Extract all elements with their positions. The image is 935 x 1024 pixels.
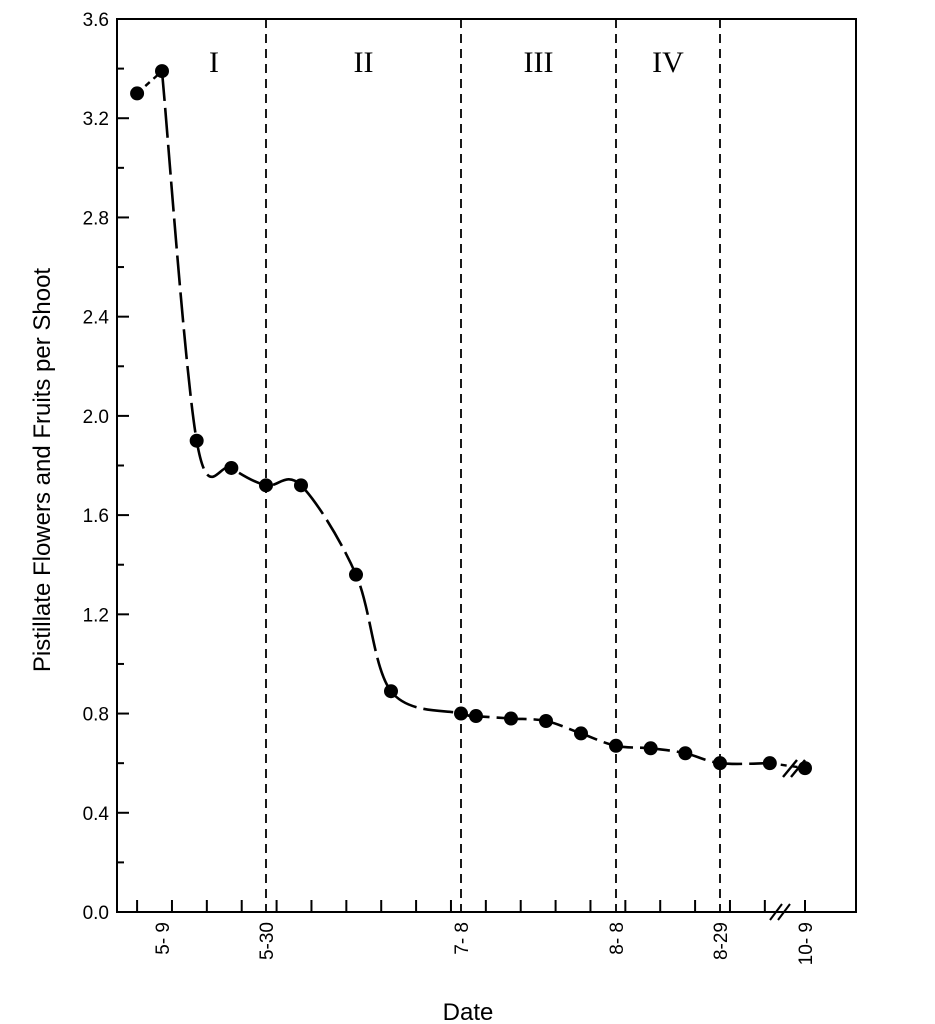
period-label: III <box>524 46 554 79</box>
data-point <box>224 460 239 475</box>
y-tick-label: 2.0 <box>83 407 109 428</box>
x-tick-label: 5- 9 <box>153 922 174 955</box>
x-tick-label: 8- 8 <box>607 922 628 955</box>
x-tick-label: 7- 8 <box>452 922 473 955</box>
data-point <box>539 713 553 728</box>
period-label: II <box>354 46 374 79</box>
data-point <box>155 64 169 79</box>
series-break-mark <box>782 759 798 778</box>
data-point <box>678 746 693 761</box>
x-tick-label: 10- 9 <box>796 922 817 965</box>
period-labels: I II III IV <box>209 46 684 79</box>
series-line <box>160 70 770 766</box>
data-point <box>574 726 588 741</box>
x-tick-label: 5-30 <box>257 922 278 960</box>
period-label: I <box>209 46 219 79</box>
y-axis: 0.0 0.4 0.8 1.2 1.6 2.0 2.4 2.8 3.2 3.6 <box>83 10 129 924</box>
period-label: IV <box>652 46 684 79</box>
x-axis-title: Date <box>443 999 494 1024</box>
y-tick-label: 3.2 <box>83 109 109 130</box>
data-point <box>384 684 398 699</box>
x-axis-break-mark <box>769 903 783 921</box>
data-point <box>762 756 777 771</box>
y-tick-label: 2.4 <box>83 308 110 329</box>
series <box>130 64 812 778</box>
y-tick-label: 0.4 <box>83 804 110 825</box>
y-tick-label: 1.6 <box>83 506 109 527</box>
data-point <box>609 738 623 753</box>
data-point <box>454 706 468 721</box>
y-axis-title: Pistillate Flowers and Fruits per Shoot <box>29 268 56 673</box>
x-tick-label: 8-29 <box>711 922 732 960</box>
data-point <box>349 567 363 582</box>
data-point <box>713 756 727 771</box>
y-tick-label: 2.8 <box>83 208 109 229</box>
data-point <box>504 711 518 726</box>
period-boundaries <box>265 19 721 912</box>
data-point <box>469 709 483 724</box>
x-axis: 5- 9 5-30 7- 8 8- 8 8-29 10- 9 <box>136 900 817 965</box>
data-point <box>189 433 204 448</box>
y-tick-label: 1.2 <box>83 605 109 626</box>
data-point <box>259 478 273 493</box>
data-point <box>798 761 812 776</box>
x-axis-break-mark <box>777 903 791 921</box>
data-point <box>643 741 658 756</box>
data-point <box>294 478 308 493</box>
y-tick-label: 3.6 <box>83 10 109 31</box>
data-point <box>130 86 145 101</box>
y-tick-label: 0.0 <box>83 903 109 924</box>
y-tick-label: 0.8 <box>83 705 109 726</box>
